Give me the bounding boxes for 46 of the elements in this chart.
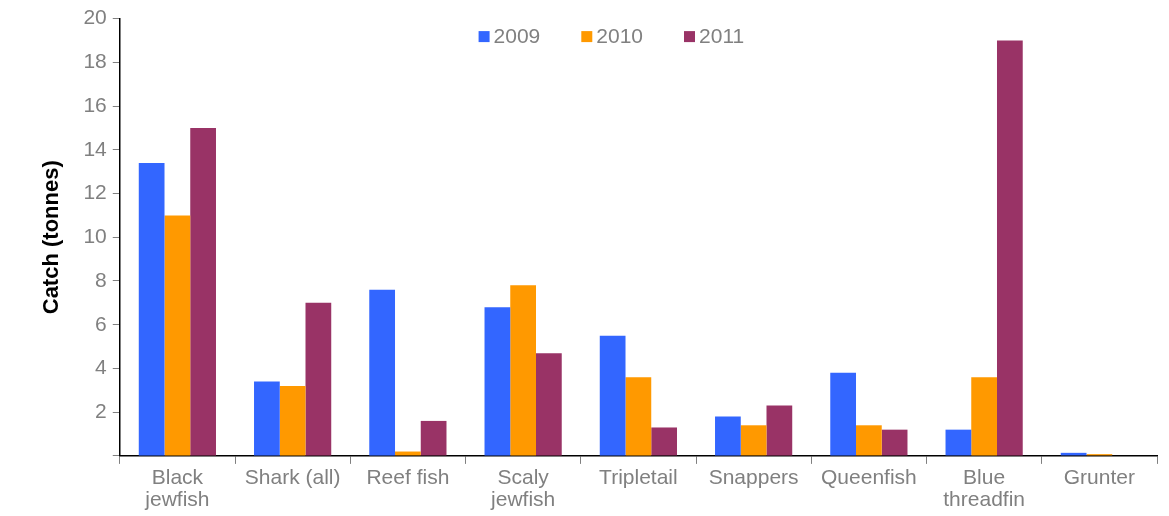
bar [856, 425, 882, 456]
bar [138, 162, 165, 456]
y-tick-label: 12 [83, 180, 107, 204]
bar [945, 429, 972, 456]
y-tick-label: 18 [83, 49, 107, 73]
legend-label: 2010 [596, 24, 644, 48]
bar [599, 335, 626, 456]
bar [740, 425, 767, 456]
x-tick-label: Blue threadfin [943, 464, 1025, 510]
bar [420, 420, 447, 456]
bar [830, 372, 857, 456]
y-tick-label: 10 [83, 224, 107, 248]
y-tick-label: 6 [95, 311, 107, 335]
x-tick-label: Black jewfish [144, 464, 210, 510]
y-axis-title: Catch (tonnes) [38, 160, 64, 315]
x-tick-label: Snappers [708, 464, 799, 488]
legend-label: 2009 [493, 24, 541, 48]
bar [254, 381, 280, 456]
y-tick-label: 8 [95, 267, 107, 291]
bar [715, 416, 741, 456]
y-tick-label: 14 [83, 136, 108, 160]
bar [190, 127, 216, 456]
bar [997, 40, 1023, 456]
x-tick-label: Queenfish [821, 464, 917, 488]
y-tick-label: 2 [95, 398, 107, 422]
bar [279, 385, 306, 456]
bar [164, 215, 191, 456]
bar [536, 353, 562, 456]
y-tick-label: 4 [95, 355, 108, 379]
bar [971, 377, 997, 456]
bar [766, 405, 793, 456]
x-tick-label: Shark (all) [244, 464, 341, 488]
x-tick-label: Scaly jewfish [490, 464, 556, 510]
y-tick-label: 20 [83, 5, 107, 29]
bar [881, 429, 908, 456]
bar [305, 302, 332, 456]
legend-label: 2011 [699, 24, 745, 48]
x-tick-label: Tripletail [599, 464, 678, 488]
y-tick-label: 16 [83, 92, 107, 116]
bar [651, 427, 677, 456]
bar [625, 377, 652, 456]
x-tick-label: Reef fish [366, 464, 450, 488]
bar [484, 307, 511, 456]
bar [369, 289, 396, 456]
x-tick-label: Grunter [1063, 464, 1135, 488]
bar [510, 285, 536, 456]
